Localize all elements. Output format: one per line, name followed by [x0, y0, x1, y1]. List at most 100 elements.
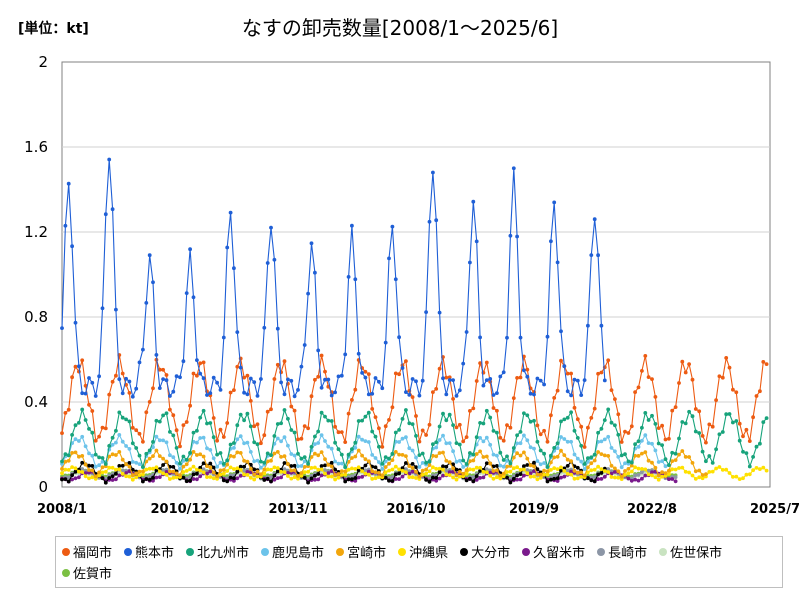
data-point [299, 436, 304, 441]
data-point [454, 467, 459, 472]
data-point [168, 430, 172, 434]
data-point [248, 424, 253, 429]
data-point [161, 413, 166, 418]
data-point [110, 452, 115, 457]
data-point [400, 436, 405, 441]
data-point [629, 424, 634, 429]
data-point [117, 467, 122, 472]
data-point [201, 360, 206, 365]
data-point [400, 474, 405, 479]
data-point [764, 468, 769, 473]
data-point [461, 465, 466, 469]
data-point [275, 422, 280, 426]
data-point [248, 376, 253, 381]
data-point [424, 310, 428, 314]
data-point [653, 395, 658, 399]
data-point [198, 415, 203, 420]
data-point [515, 451, 519, 456]
data-point [90, 409, 95, 413]
data-point [468, 476, 472, 481]
data-point [650, 377, 654, 381]
data-point [761, 465, 766, 470]
data-point [643, 450, 648, 455]
data-point [397, 452, 401, 457]
data-point [255, 458, 260, 463]
data-point [144, 451, 149, 456]
data-point [404, 470, 408, 474]
data-point [478, 361, 482, 365]
data-point [687, 455, 691, 459]
data-point [690, 377, 695, 382]
data-point [484, 360, 489, 365]
data-point [565, 457, 570, 462]
data-point [66, 468, 71, 472]
data-point [373, 415, 378, 419]
data-point [319, 450, 324, 454]
data-point [97, 455, 101, 460]
data-point [673, 458, 678, 462]
data-point [380, 386, 385, 391]
data-point [397, 372, 401, 377]
data-point [387, 256, 391, 261]
data-point [120, 457, 125, 462]
data-point [444, 458, 449, 463]
data-point [191, 295, 196, 300]
data-point [410, 448, 415, 453]
data-point [592, 452, 597, 457]
data-point [211, 470, 216, 475]
data-point [461, 361, 466, 366]
data-point [117, 464, 122, 468]
data-point [205, 446, 209, 451]
data-point [282, 461, 287, 465]
data-point [555, 441, 560, 446]
data-point [481, 383, 486, 388]
data-point [569, 459, 573, 463]
data-point [198, 361, 203, 366]
data-point [238, 412, 243, 417]
data-point [272, 473, 277, 478]
data-point [754, 444, 759, 449]
data-point [447, 473, 452, 477]
data-point [488, 473, 493, 478]
data-point [555, 446, 560, 450]
data-point [97, 434, 101, 439]
data-point [667, 472, 671, 476]
data-point [147, 253, 152, 258]
data-point [501, 438, 506, 443]
data-point [100, 465, 105, 470]
data-point [495, 430, 499, 435]
data-point [228, 475, 233, 480]
data-point [259, 459, 263, 464]
x-tick-label: 2019/9 [509, 502, 559, 517]
data-point [181, 475, 186, 480]
data-point [683, 421, 688, 426]
data-point [336, 430, 341, 435]
data-point [238, 473, 243, 478]
data-point [427, 422, 432, 427]
data-point [77, 469, 81, 474]
data-point [90, 464, 95, 468]
data-point [151, 386, 155, 391]
data-point [613, 470, 617, 474]
data-point [70, 465, 74, 469]
data-point [120, 472, 125, 476]
data-point [134, 471, 139, 476]
data-point [764, 416, 769, 420]
data-point [501, 474, 506, 479]
data-point [73, 437, 78, 442]
data-point [609, 463, 614, 468]
data-point [572, 469, 577, 473]
data-point [424, 460, 428, 465]
legend-label: 福岡市 [73, 546, 113, 561]
data-point [326, 418, 331, 423]
data-point [110, 442, 115, 447]
data-point [555, 467, 560, 471]
data-point [154, 434, 159, 439]
data-point [606, 454, 611, 458]
data-point [225, 462, 230, 467]
data-point [447, 375, 452, 380]
data-point [80, 467, 85, 471]
data-point [565, 439, 570, 444]
data-point [161, 468, 166, 472]
data-point [431, 465, 435, 470]
